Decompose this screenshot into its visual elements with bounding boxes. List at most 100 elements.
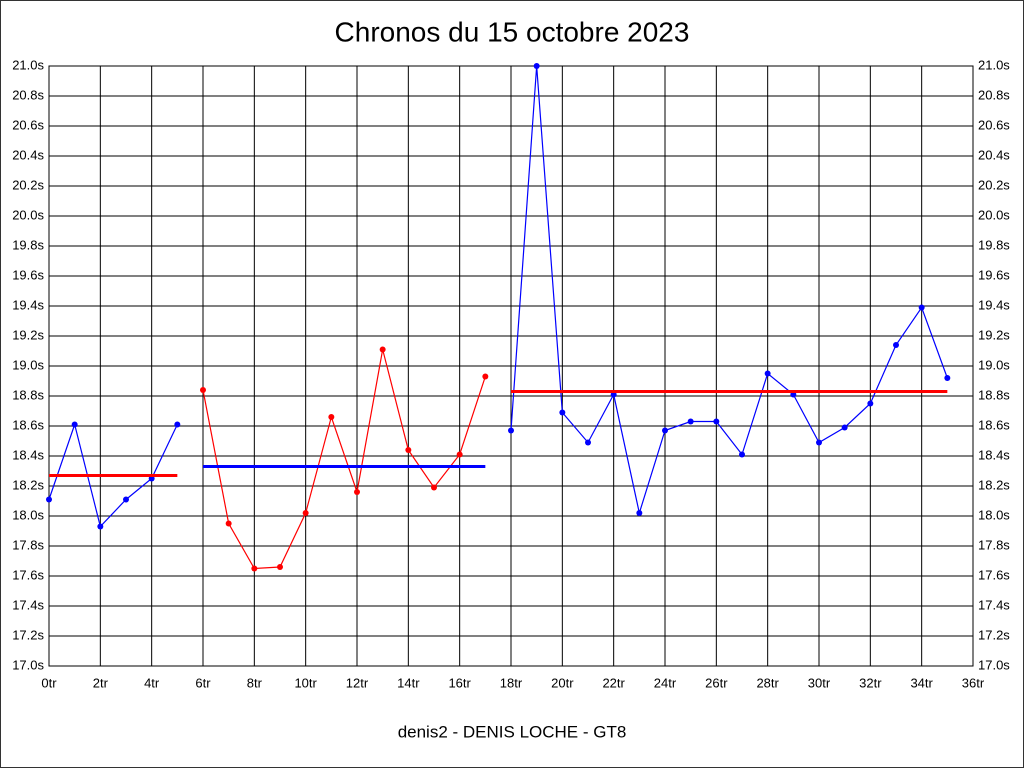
x-tick-label: 34tr	[910, 675, 933, 690]
point	[687, 418, 694, 425]
y-tick-label: 20.8s	[12, 87, 44, 102]
y-tick-label: 20.0s	[12, 207, 44, 222]
y2-tick-label: 19.0s	[978, 357, 1010, 372]
point	[456, 451, 463, 458]
x-tick-label: 2tr	[93, 675, 109, 690]
y-tick-label: 19.2s	[12, 327, 44, 342]
series-line	[510, 65, 948, 516]
y-tick-label: 17.8s	[12, 537, 44, 552]
point	[405, 447, 412, 453]
point	[559, 409, 566, 416]
point	[277, 564, 283, 570]
y-tick-label: 20.4s	[12, 147, 44, 162]
x-tick-label: 0tr	[41, 675, 57, 690]
y2-tick-label: 17.2s	[978, 627, 1010, 642]
y2-tick-label: 19.2s	[978, 327, 1010, 342]
x-tick-label: 18tr	[500, 675, 523, 690]
y-tick-label: 19.0s	[12, 357, 44, 372]
y-tick-label: 19.4s	[12, 297, 44, 312]
y-tick-label: 17.4s	[12, 597, 44, 612]
y2-tick-label: 18.8s	[978, 387, 1010, 402]
y2-tick-label: 21.0s	[978, 57, 1010, 72]
y-tick-label: 21.0s	[12, 57, 44, 72]
y2-tick-label: 18.6s	[978, 417, 1010, 432]
point	[354, 489, 360, 495]
x-tick-label: 24tr	[654, 675, 677, 690]
point	[816, 439, 822, 446]
point	[867, 400, 874, 407]
y-tick-label: 20.2s	[12, 177, 44, 192]
y2-tick-label: 20.4s	[978, 147, 1010, 162]
y2-tick-label: 19.8s	[978, 237, 1010, 252]
point	[533, 63, 540, 69]
y-tick-label: 19.6s	[12, 267, 44, 282]
y2-tick-label: 20.6s	[978, 117, 1010, 132]
x-tick-label: 30tr	[808, 675, 831, 690]
y-tick-label: 17.6s	[12, 567, 44, 582]
point	[508, 427, 514, 434]
y2-tick-label: 18.4s	[978, 447, 1010, 462]
y2-tick-label: 17.8s	[978, 537, 1010, 552]
x-tick-label: 6tr	[195, 675, 211, 690]
x-tick-label: 22tr	[602, 675, 625, 690]
point	[918, 304, 925, 311]
point	[123, 496, 129, 503]
x-axis-label: denis2 - DENIS LOCHE - GT8	[398, 722, 627, 741]
point	[251, 565, 258, 572]
y-tick-label: 18.2s	[12, 477, 44, 492]
x-tick-label: 32tr	[859, 675, 882, 690]
x-tick-label: 20tr	[551, 675, 574, 690]
y2-tick-label: 18.2s	[978, 477, 1010, 492]
point	[225, 520, 232, 527]
point	[174, 421, 181, 428]
point	[302, 510, 309, 516]
y-tick-label: 18.6s	[12, 417, 44, 432]
y-tick-label: 18.4s	[12, 447, 44, 462]
point	[739, 451, 745, 458]
x-tick-label: 28tr	[756, 675, 779, 690]
y2-tick-label: 20.0s	[978, 207, 1010, 222]
y2-tick-label: 20.2s	[978, 177, 1010, 192]
x-tick-label: 10tr	[294, 675, 317, 690]
point	[662, 427, 668, 434]
point	[841, 424, 848, 431]
x-tick-label: 4tr	[144, 675, 160, 690]
x-tick-label: 12tr	[346, 675, 369, 690]
y-tick-label: 19.8s	[12, 237, 44, 252]
x-tick-label: 14tr	[397, 675, 420, 690]
y2-tick-label: 17.0s	[978, 657, 1010, 672]
y2-tick-label: 17.4s	[978, 597, 1010, 612]
x-tick-label: 36tr	[962, 675, 985, 690]
point	[200, 387, 206, 393]
point	[71, 421, 78, 428]
y2-tick-label: 19.6s	[978, 267, 1010, 282]
y2-tick-label: 19.4s	[978, 297, 1010, 312]
y-tick-label: 17.0s	[12, 657, 44, 672]
point	[46, 496, 52, 503]
point	[944, 375, 951, 381]
y-tick-label: 20.6s	[12, 117, 44, 132]
y-tick-label: 17.2s	[12, 627, 44, 642]
y2-tick-label: 17.6s	[978, 567, 1010, 582]
point	[97, 523, 104, 530]
point	[431, 484, 437, 491]
point	[713, 418, 720, 425]
y-tick-label: 18.0s	[12, 507, 44, 522]
x-tick-label: 26tr	[705, 675, 728, 690]
plot-frame	[48, 65, 974, 667]
x-tick-label: 16tr	[448, 675, 471, 690]
x-tick-label: 8tr	[247, 675, 263, 690]
point	[585, 439, 591, 446]
point	[482, 373, 489, 380]
y-tick-label: 18.8s	[12, 387, 44, 402]
point	[636, 510, 643, 516]
point	[328, 414, 335, 420]
point	[764, 370, 771, 377]
point	[893, 342, 899, 348]
chart-title: Chronos du 15 octobre 2023	[335, 16, 690, 47]
series-line	[202, 349, 486, 570]
y2-tick-label: 20.8s	[978, 87, 1010, 102]
point	[379, 346, 386, 353]
